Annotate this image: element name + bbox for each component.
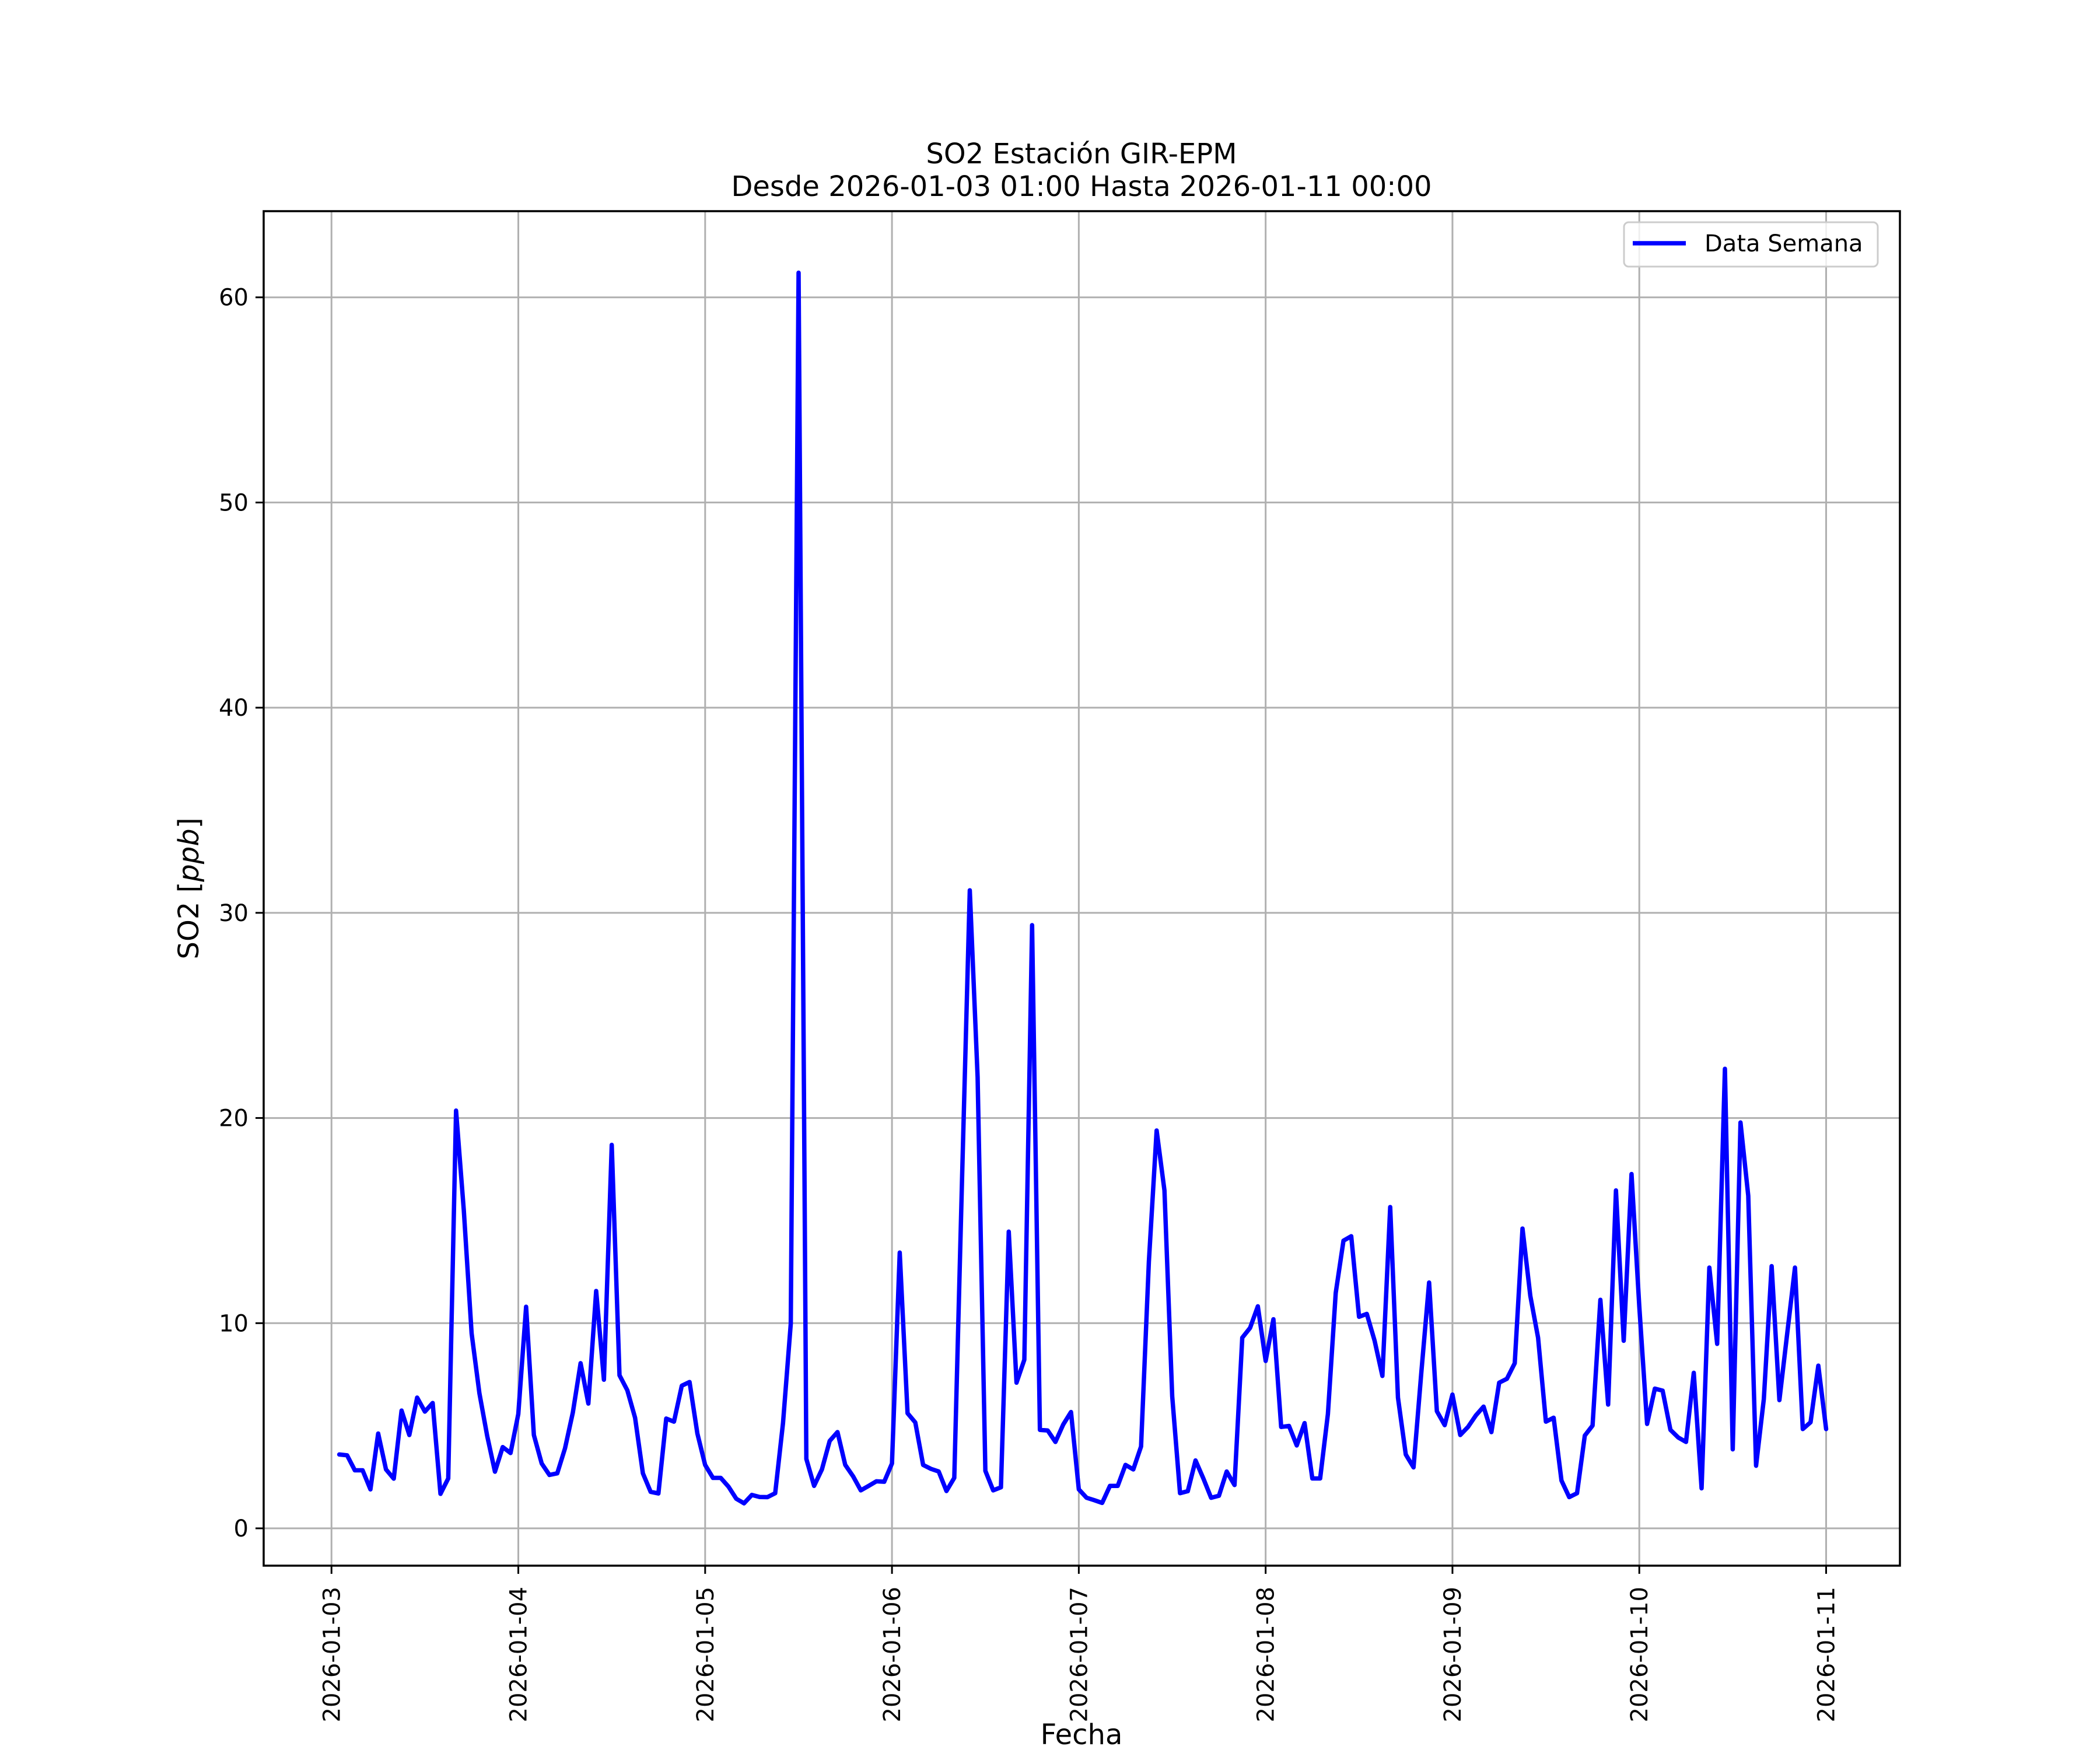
y-axis-label-suffix: ]: [173, 818, 205, 829]
y-tick-label: 10: [219, 1310, 249, 1337]
y-axis-label-prefix: SO2 [: [173, 882, 205, 960]
y-tick-label: 20: [219, 1105, 249, 1132]
x-tick-label: 2026-01-10: [1626, 1587, 1653, 1722]
axes-frame: [262, 210, 1901, 1567]
chart-title-line-2: Desde 2026-01-03 01:00 Hasta 2026-01-11 …: [731, 170, 1432, 203]
x-axis-label: Fecha: [1041, 1718, 1123, 1750]
y-axis-label-unit: ppb: [173, 828, 205, 882]
y-tick-label: 0: [234, 1516, 249, 1542]
x-axis-ticks: 2026-01-03 2026-01-04 2026-01-05 2026-01-06…: [318, 1566, 1840, 1722]
legend-box: [1623, 221, 1879, 268]
legend: Data Semana: [1623, 221, 1879, 268]
y-tick-label: 40: [219, 695, 249, 722]
chart-title-line-1: SO2 Estación GIR-EPM: [926, 138, 1237, 170]
x-tick-label: 2026-01-09: [1440, 1587, 1466, 1722]
y-tick-label: 60: [219, 285, 249, 312]
grid-lines: [264, 211, 1900, 1566]
legend-label: Data Semana: [1704, 230, 1863, 257]
y-tick-label: 30: [219, 900, 249, 927]
series-line-data-semana: [337, 270, 1829, 1506]
x-tick-label: 2026-01-08: [1253, 1587, 1280, 1722]
x-tick-label: 2026-01-04: [506, 1587, 533, 1722]
x-tick-label: 2026-01-03: [318, 1587, 345, 1722]
x-tick-label: 2026-01-07: [1066, 1587, 1093, 1722]
y-axis-ticks: 0 10 20 30 40 50 60: [219, 285, 264, 1542]
series-layer: [337, 270, 1829, 1506]
x-tick-label: 2026-01-05: [692, 1587, 719, 1722]
x-tick-label: 2026-01-06: [879, 1587, 906, 1722]
x-tick-label: 2026-01-11: [1813, 1587, 1840, 1722]
y-axis-label: SO2 [ppb]: [173, 818, 205, 960]
y-tick-label: 50: [219, 489, 249, 516]
